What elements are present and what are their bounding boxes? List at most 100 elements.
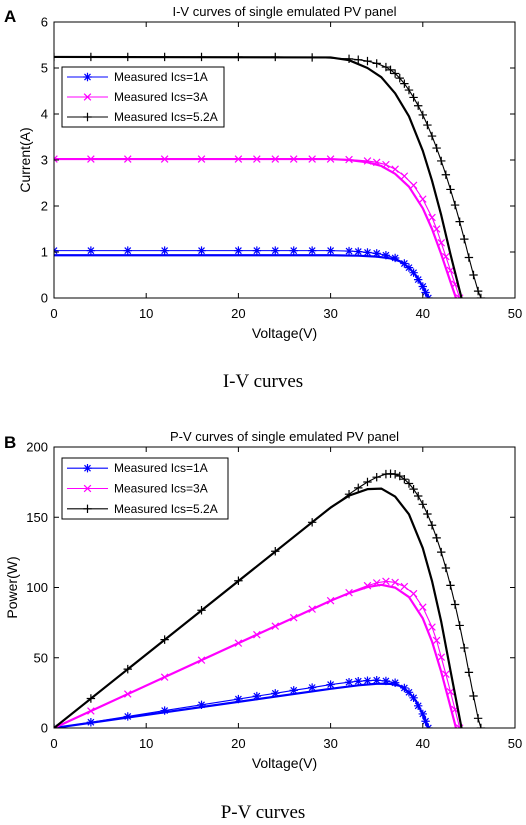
data-point-marker: [400, 474, 409, 484]
data-point-marker: [460, 643, 469, 653]
data-point-marker: [381, 62, 391, 72]
data-point-marker: [409, 484, 418, 494]
series-group: [54, 52, 486, 298]
legend-item: Measured Ics=3A: [67, 90, 208, 104]
x-tick-label: 0: [50, 736, 57, 751]
data-point-marker: [427, 521, 437, 530]
legend-item: Measured Ics=5.2A: [67, 110, 218, 124]
x-tick-label: 40: [416, 736, 430, 751]
x-tick-label: 30: [323, 736, 337, 751]
y-axis-label: Current(A): [17, 127, 33, 192]
data-point-marker: [83, 72, 92, 82]
data-point-marker: [307, 683, 317, 692]
data-point-marker: [423, 509, 432, 519]
data-point-marker: [395, 471, 404, 481]
data-point-marker: [413, 491, 423, 501]
data-point-marker: [390, 69, 400, 78]
chart-panel-a: A I-V curves of single emulated PV panel 0…: [4, 4, 522, 392]
data-point-marker: [464, 668, 474, 677]
data-point-marker: [363, 676, 372, 685]
data-point-marker: [344, 677, 354, 687]
data-point-marker: [307, 246, 317, 255]
y-tick-label: 0: [41, 721, 48, 736]
data-point-marker: [446, 687, 455, 696]
legend-label: Measured Ics=1A: [114, 461, 208, 475]
legend-item: Measured Ics=5.2A: [67, 502, 218, 516]
x-axis-label: Voltage(V): [252, 325, 317, 341]
chart-legend: Measured Ics=1A Measured Ics=3A Measured I…: [61, 66, 225, 128]
data-point-marker: [381, 251, 391, 260]
data-point-marker: [413, 101, 423, 110]
data-point-marker: [446, 185, 455, 194]
chart-panel-b: B P-V curves of single emulated PV panel 0…: [4, 429, 522, 823]
x-tick-label: 0: [50, 306, 57, 321]
y-tick-label: 6: [41, 15, 48, 30]
data-point-marker: [390, 253, 400, 263]
data-point-marker: [234, 246, 243, 255]
data-point-marker: [418, 500, 427, 509]
simulated-series-line: [54, 157, 458, 298]
data-point-marker: [437, 653, 446, 661]
measured-series-line: [54, 580, 461, 728]
x-tick-label: 40: [416, 306, 430, 321]
x-tick-label: 10: [139, 306, 153, 321]
x-tick-label: 20: [231, 306, 245, 321]
simulated-series-line: [54, 487, 463, 728]
data-point-marker: [83, 463, 92, 473]
legend-label: Measured Ics=3A: [114, 482, 208, 496]
y-tick-label: 100: [26, 580, 48, 595]
simulated-series-line: [54, 254, 430, 298]
y-tick-label: 1: [41, 245, 48, 260]
data-point-marker: [446, 581, 455, 590]
data-point-marker: [83, 112, 92, 122]
data-point-marker: [160, 706, 169, 715]
data-point-marker: [476, 723, 486, 728]
series-group: [54, 469, 486, 728]
legend-label: Measured Ics=3A: [114, 90, 208, 104]
data-point-marker: [326, 246, 335, 255]
y-tick-label: 4: [41, 107, 48, 122]
data-point-marker: [432, 143, 441, 153]
data-point-marker: [354, 247, 363, 256]
y-tick-label: 2: [41, 199, 48, 214]
data-point-marker: [354, 55, 363, 64]
data-point-marker: [123, 246, 132, 255]
data-point-marker: [382, 577, 390, 586]
data-point-marker: [252, 246, 262, 255]
data-point-marker: [418, 110, 427, 120]
data-point-marker: [442, 670, 450, 678]
measured-series-line: [54, 250, 429, 298]
simulated-series-line: [54, 55, 463, 298]
chart-legend: Measured Ics=1A Measured Ics=3A Measured I…: [61, 457, 229, 520]
data-point-marker: [363, 477, 372, 487]
data-point-marker: [432, 225, 441, 233]
data-point-marker: [271, 689, 280, 698]
y-tick-label: 50: [34, 650, 48, 665]
x-tick-label: 50: [508, 736, 522, 751]
x-tick-label: 10: [139, 736, 153, 751]
data-point-marker: [473, 286, 483, 296]
chart-title: I-V curves of single emulated PV panel: [172, 4, 396, 19]
data-point-marker: [160, 246, 169, 255]
data-point-marker: [372, 676, 381, 685]
data-point-marker: [372, 249, 381, 258]
data-point-marker: [437, 156, 446, 166]
data-point-marker: [354, 483, 363, 493]
data-point-marker: [427, 131, 437, 141]
legend-item: Measured Ics=3A: [67, 482, 208, 496]
y-tick-label: 150: [26, 510, 48, 525]
data-point-marker: [469, 691, 478, 701]
data-point-marker: [450, 600, 460, 609]
data-point-marker: [428, 623, 436, 631]
data-point-marker: [83, 93, 92, 101]
y-tick-label: 5: [41, 61, 48, 76]
x-tick-label: 50: [508, 306, 522, 321]
data-point-marker: [363, 248, 372, 257]
data-point-marker: [423, 120, 432, 130]
x-axis-label: Voltage(V): [252, 755, 317, 771]
measured-series-line: [54, 158, 461, 298]
data-point-marker: [419, 603, 427, 611]
figure-caption: I-V curves: [223, 371, 303, 392]
data-point-marker: [252, 691, 262, 701]
